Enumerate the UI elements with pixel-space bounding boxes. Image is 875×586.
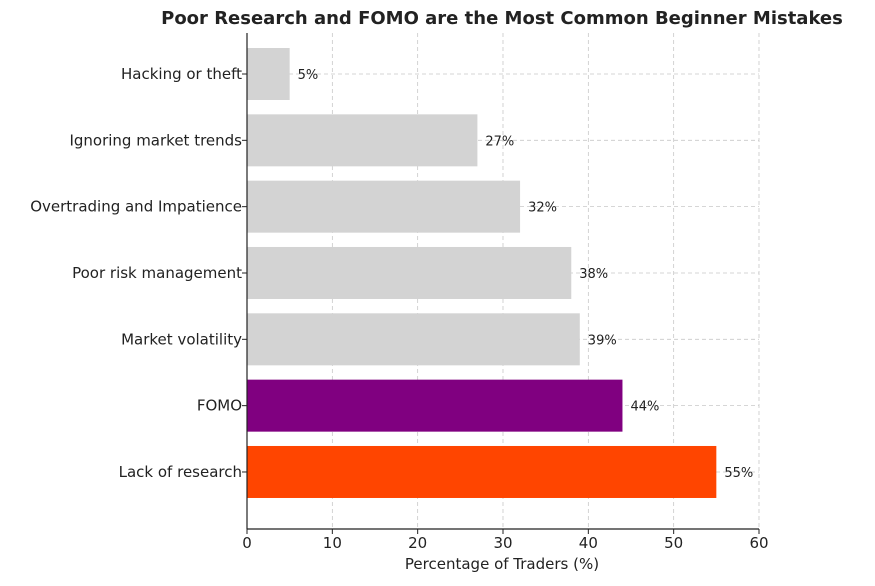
bar — [247, 445, 717, 498]
axes — [242, 33, 760, 534]
bars — [247, 48, 717, 498]
x-tick-label: 40 — [579, 534, 598, 552]
category-label: Poor risk management — [72, 264, 242, 282]
bar — [247, 114, 478, 167]
bar — [247, 379, 623, 432]
category-label: Hacking or theft — [121, 65, 242, 83]
category-label: Market volatility — [121, 330, 242, 348]
category-label: Ignoring market trends — [69, 131, 242, 149]
x-tick-label: 0 — [242, 534, 252, 552]
labels: 55% Lack of research 44% FOMO 39% Market vola… — [30, 65, 768, 552]
bar — [247, 180, 521, 233]
category-label: FOMO — [197, 397, 242, 415]
data-label: 5% — [298, 68, 319, 83]
x-tick-label: 10 — [323, 534, 342, 552]
data-label: 44% — [630, 400, 659, 415]
bar — [247, 48, 290, 100]
bar — [247, 246, 572, 299]
data-label: 27% — [485, 134, 514, 149]
x-tick-label: 20 — [408, 534, 427, 552]
data-label: 38% — [579, 267, 608, 282]
x-tick-label: 30 — [493, 534, 512, 552]
data-label: 39% — [588, 333, 617, 348]
x-tick-label: 60 — [749, 534, 768, 552]
category-label: Overtrading and Impatience — [30, 198, 242, 216]
bar — [247, 313, 580, 366]
chart-title: Poor Research and FOMO are the Most Comm… — [161, 8, 843, 29]
data-label: 32% — [528, 201, 557, 216]
category-label: Lack of research — [119, 463, 242, 481]
data-label: 55% — [724, 466, 753, 481]
x-tick-label: 50 — [664, 534, 683, 552]
x-axis-label: Percentage of Traders (%) — [405, 555, 599, 573]
